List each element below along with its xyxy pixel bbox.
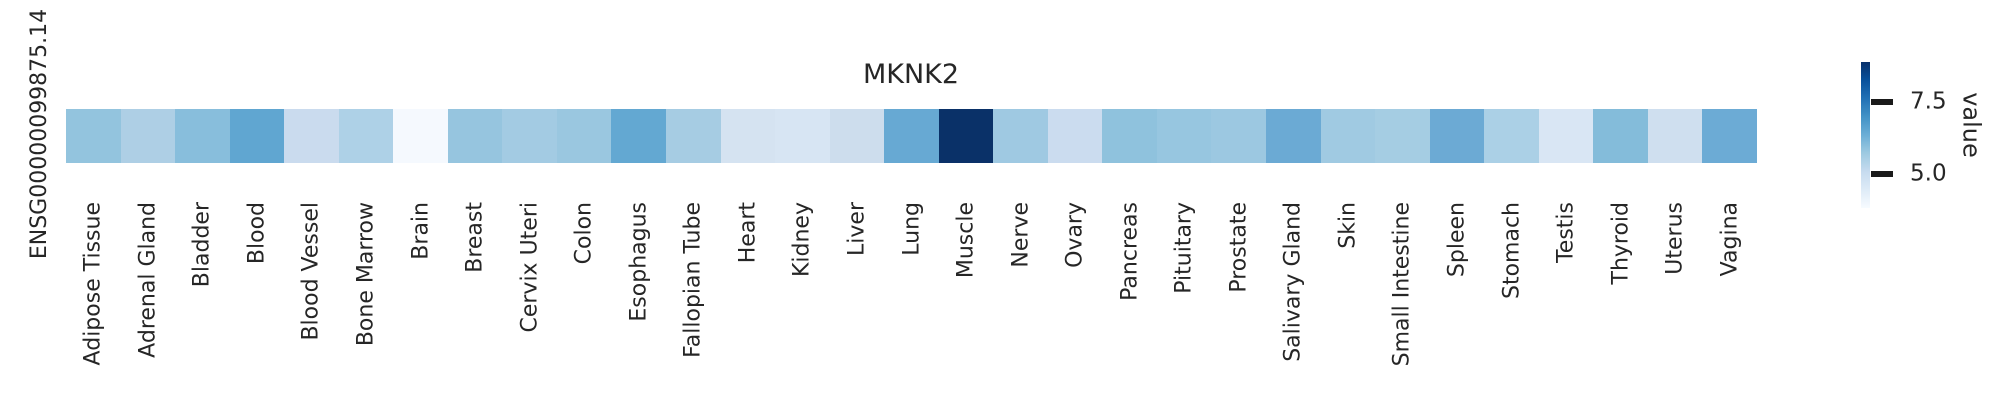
heatmap-cell: [1593, 109, 1648, 163]
x-tick-label: Cervix Uteri: [517, 202, 543, 333]
x-tick-label: Thyroid: [1607, 202, 1633, 285]
heatmap-cell: [556, 109, 612, 163]
heatmap-cell: [1647, 109, 1703, 163]
colorbar-tick-mark: [1871, 99, 1893, 106]
x-tick-label: Blood: [244, 202, 270, 265]
x-tick-label: Stomach: [1498, 202, 1524, 300]
x-tick-label: Breast: [462, 202, 488, 273]
x-tick-label: Skin: [1335, 202, 1361, 249]
heatmap-cell: [229, 109, 285, 163]
x-tick-label: Kidney: [789, 202, 815, 278]
colorbar-axis-label: value: [1957, 92, 1986, 158]
colorbar-tick-label: 7.5: [1910, 88, 1947, 115]
x-tick-label: Pancreas: [1117, 202, 1143, 301]
x-tick-label: Uterus: [1662, 202, 1688, 275]
x-tick-label: Adrenal Gland: [135, 202, 161, 358]
colorbar-tick-label: 5.0: [1910, 160, 1947, 187]
x-tick-label: Lung: [898, 202, 924, 256]
colorbar-gradient: [1861, 62, 1870, 208]
heatmap-cell: [502, 109, 557, 163]
heatmap-cell: [1102, 109, 1157, 163]
x-tick-label: Small Intestine: [1389, 202, 1415, 367]
heatmap-cell: [829, 109, 885, 163]
heatmap-cell: [447, 109, 503, 163]
colorbar-tick-mark: [1871, 170, 1893, 177]
heatmap-cell: [175, 109, 230, 163]
x-tick-label: Blood Vessel: [298, 202, 324, 341]
x-tick-label: Fallopian Tube: [680, 202, 706, 358]
x-tick-label: Bladder: [189, 202, 215, 288]
x-tick-label: Bone Marrow: [353, 202, 379, 347]
heatmap-cell: [393, 109, 448, 163]
x-tick-label: Nerve: [1007, 202, 1033, 268]
x-tick-label: Testis: [1553, 202, 1579, 263]
x-tick-label: Esophagus: [626, 202, 652, 322]
heatmap-cell: [1156, 109, 1212, 163]
x-tick-label: Spleen: [1444, 202, 1470, 278]
y-axis-label-container: ENSG00000099875.14: [27, 9, 52, 263]
x-tick-label: Salivary Gland: [1280, 202, 1306, 362]
heatmap-cell: [338, 109, 394, 163]
x-tick-label: Adipose Tissue: [80, 202, 106, 366]
heatmap-cell: [666, 109, 721, 163]
heatmap-cell: [938, 109, 994, 163]
heatmap-cell: [1484, 109, 1539, 163]
heatmap-cell: [1538, 109, 1594, 163]
x-tick-label: Heart: [735, 202, 761, 264]
x-tick-label: Prostate: [1226, 202, 1252, 293]
heatmap-cell: [1429, 109, 1485, 163]
x-tick-label: Pituitary: [1171, 202, 1197, 294]
heatmap-cell: [1211, 109, 1267, 163]
heatmap-cell: [884, 109, 939, 163]
chart-title: MKNK2: [862, 59, 960, 90]
x-tick-label: Vagina: [1717, 202, 1743, 277]
heatmap-cell: [611, 109, 667, 163]
heatmap-cell: [993, 109, 1048, 163]
x-tick-label: Muscle: [953, 202, 979, 279]
heatmap-cell: [720, 109, 776, 163]
heatmap-cell: [1320, 109, 1376, 163]
x-tick-label: Colon: [571, 202, 597, 265]
row-label: ENSG00000099875.14: [27, 8, 52, 260]
heatmap-cell: [775, 109, 830, 163]
heatmap-row: [66, 109, 1757, 163]
x-tick-label: Ovary: [1062, 202, 1088, 268]
heatmap-cell: [1266, 109, 1321, 163]
heatmap-cell: [1702, 109, 1757, 163]
x-tick-label: Brain: [407, 202, 433, 260]
heatmap-cell: [66, 109, 121, 163]
heatmap-cell: [284, 109, 339, 163]
heatmap-cell: [1375, 109, 1430, 163]
heatmap-cell: [120, 109, 176, 163]
heatmap-cell: [1047, 109, 1103, 163]
x-tick-label: Liver: [844, 202, 870, 256]
